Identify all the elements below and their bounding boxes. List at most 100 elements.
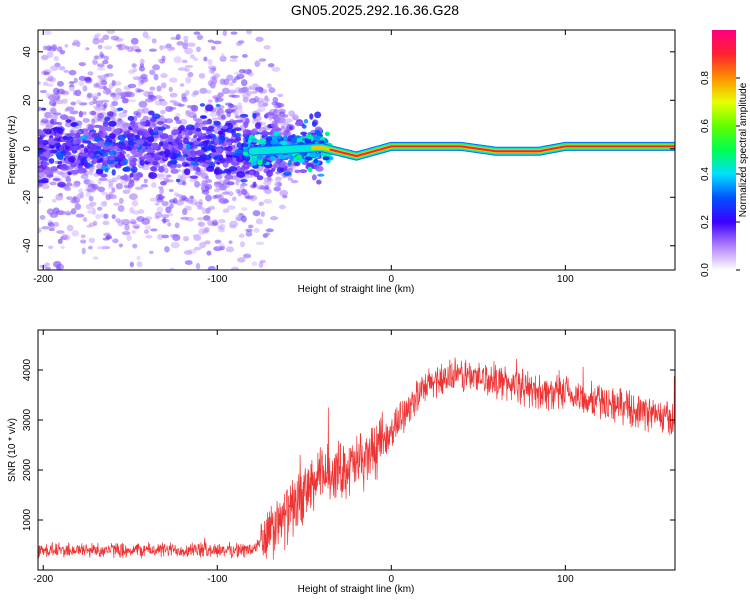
heatmap-cell xyxy=(227,181,235,186)
heatmap-cell xyxy=(38,106,43,112)
heatmap-cell xyxy=(174,129,180,134)
heatmap-cell xyxy=(110,35,120,41)
bottom-y-tick-label: 3000 xyxy=(22,408,33,431)
heatmap-cell xyxy=(55,263,65,270)
heatmap-cell xyxy=(103,232,111,237)
heatmap-cell xyxy=(270,155,277,161)
heatmap-cell xyxy=(196,34,204,41)
heatmap-cell xyxy=(289,125,294,131)
heatmap-cell xyxy=(159,44,164,51)
heatmap-cell xyxy=(130,125,139,129)
heatmap-cell xyxy=(103,141,112,147)
heatmap-cell xyxy=(56,80,64,87)
colorbar-tick-label: 0.4 xyxy=(700,167,711,181)
heatmap-cell xyxy=(248,72,254,77)
heatmap-cell xyxy=(58,66,66,71)
heatmap-cell xyxy=(273,186,281,192)
heatmap-cell xyxy=(136,255,141,261)
heatmap-cell xyxy=(123,173,128,181)
heatmap-cell xyxy=(140,121,146,126)
heatmap-cell xyxy=(136,89,145,93)
heatmap-cell xyxy=(127,140,135,146)
heatmap-cell xyxy=(234,214,241,222)
heatmap-cell xyxy=(129,218,137,224)
heatmap-cell xyxy=(103,213,109,219)
heatmap-cell xyxy=(209,111,218,117)
heatmap-cell xyxy=(60,164,69,171)
heatmap-cell xyxy=(159,100,168,106)
top-plot-frame xyxy=(37,29,676,271)
heatmap-cell xyxy=(234,119,244,123)
heatmap-cell xyxy=(237,257,246,263)
heatmap-cell xyxy=(49,145,55,149)
heatmap-cell xyxy=(53,137,59,142)
heatmap-cell xyxy=(70,122,77,128)
heatmap-cell xyxy=(256,175,264,181)
heatmap-cell xyxy=(71,182,80,188)
heatmap-cell xyxy=(93,55,102,60)
heatmap-cell xyxy=(206,89,212,94)
heatmap-cell xyxy=(255,218,264,225)
heatmap-cell xyxy=(166,213,174,217)
heatmap-cell xyxy=(173,56,182,64)
heatmap-cell xyxy=(92,220,98,227)
heatmap-cell xyxy=(165,174,172,178)
heatmap-cell xyxy=(300,131,308,136)
heatmap-cell xyxy=(201,207,207,215)
heatmap-cell xyxy=(127,115,135,122)
heatmap-cell xyxy=(157,193,163,199)
heatmap-cell xyxy=(50,113,58,121)
heatmap-cell xyxy=(137,80,142,87)
heatmap-cell xyxy=(41,184,50,190)
heatmap-cell xyxy=(93,124,102,128)
heatmap-cell xyxy=(166,44,173,52)
heatmap-cell xyxy=(38,167,43,172)
heatmap-cell xyxy=(229,58,238,62)
heatmap-cell xyxy=(134,48,142,53)
heatmap-cell xyxy=(56,127,64,134)
heatmap-cell xyxy=(170,46,176,51)
heatmap-cell xyxy=(148,48,157,52)
heatmap-cell xyxy=(109,157,115,161)
heatmap-cell xyxy=(41,161,50,166)
heatmap-cell xyxy=(78,75,87,82)
heatmap-cell xyxy=(306,134,313,140)
heatmap-cell xyxy=(205,104,214,112)
heatmap-cell xyxy=(167,143,173,151)
heatmap-cell xyxy=(65,119,72,123)
heatmap-cell xyxy=(82,111,87,116)
heatmap-cell xyxy=(91,208,96,215)
bottom-axes: -200 -100 0 100 1000 2000 3000 4000 xyxy=(22,330,675,585)
heatmap-cell xyxy=(201,115,208,119)
heatmap-cell xyxy=(80,234,86,239)
heatmap-cell xyxy=(193,57,199,62)
heatmap-cell xyxy=(140,184,149,188)
heatmap-cell xyxy=(257,157,263,161)
heatmap-cell xyxy=(236,141,242,149)
heatmap-cell xyxy=(84,147,89,154)
heatmap-cell xyxy=(100,80,108,86)
heatmap-cell xyxy=(65,151,72,156)
heatmap-cell xyxy=(145,225,152,230)
top-x-tick-label: -200 xyxy=(33,274,53,285)
heatmap-cell xyxy=(117,144,124,149)
heatmap-cell xyxy=(215,103,221,108)
heatmap-cell xyxy=(95,213,101,220)
heatmap-cell xyxy=(192,156,202,163)
heatmap-cell xyxy=(203,56,208,62)
heatmap-cell xyxy=(236,171,246,178)
heatmap-cell xyxy=(214,181,221,185)
heatmap-cell xyxy=(58,210,66,216)
heatmap-cell xyxy=(41,107,47,111)
bottom-x-tick-label: -200 xyxy=(33,574,53,585)
heatmap-cell xyxy=(135,139,145,145)
heatmap-cell xyxy=(156,121,165,125)
heatmap-cell xyxy=(77,167,86,174)
heatmap-cell xyxy=(129,193,138,200)
heatmap-cell xyxy=(231,160,240,167)
heatmap-cell xyxy=(149,197,158,202)
heatmap-cell xyxy=(176,156,185,161)
heatmap-cell xyxy=(134,186,144,190)
heatmap-cell xyxy=(91,132,101,138)
heatmap-cell xyxy=(82,85,88,92)
